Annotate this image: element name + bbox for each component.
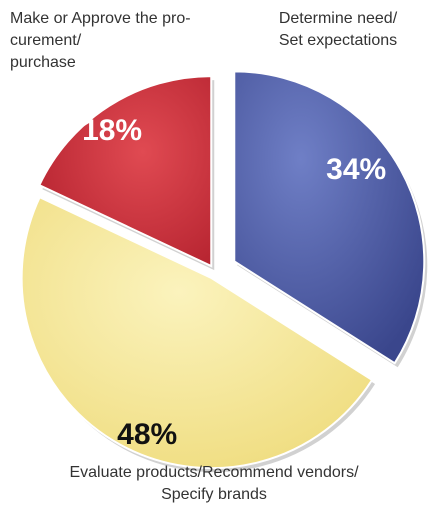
slice-label-line: Determine need/ — [258, 8, 418, 30]
slice-label-line: Set expectations — [258, 30, 418, 52]
value-label-48: 48% — [117, 418, 177, 451]
slice-label-line: curement/ — [10, 30, 210, 52]
slice-label-line: Evaluate products/Recommend vendors/ — [14, 462, 414, 484]
slice-label-evaluate: Evaluate products/Recommend vendors/ Spe… — [14, 462, 414, 506]
slice-label-line: Make or Approve the pro- — [10, 8, 210, 30]
slice-label-line: Specify brands — [14, 484, 414, 506]
value-label-34: 34% — [326, 153, 386, 186]
slice-label-line: purchase — [10, 52, 210, 74]
slice-label-determine: Determine need/ Set expectations — [258, 8, 418, 52]
slice-label-procure: Make or Approve the pro- curement/ purch… — [10, 8, 210, 74]
value-label-18: 18% — [82, 114, 142, 147]
